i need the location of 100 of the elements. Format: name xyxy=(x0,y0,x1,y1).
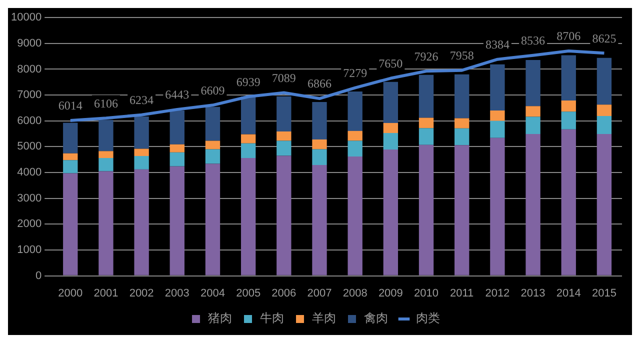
data-label: 6014 xyxy=(58,98,82,113)
bar xyxy=(561,100,576,112)
x-tick-label: 2004 xyxy=(200,287,225,300)
bar xyxy=(561,129,576,276)
bar xyxy=(98,120,114,152)
bar xyxy=(526,134,540,276)
bar xyxy=(454,145,470,276)
x-tick-label: 2006 xyxy=(272,287,296,300)
data-label: 6234 xyxy=(130,92,154,107)
bar xyxy=(240,134,256,144)
bar xyxy=(98,158,114,172)
y-tick-label: 1000 xyxy=(17,244,42,256)
y-tick-label: 3000 xyxy=(17,192,42,204)
bar xyxy=(490,120,505,138)
y-tick-label: 4000 xyxy=(17,166,42,179)
y-tick-label: 6000 xyxy=(17,114,42,127)
data-label: 6939 xyxy=(236,74,260,89)
bar xyxy=(276,140,292,156)
data-label: 7279 xyxy=(343,66,368,80)
bar xyxy=(63,160,78,174)
y-tick-label: 10000 xyxy=(10,12,42,24)
x-tick-label: 2007 xyxy=(307,287,332,300)
bar xyxy=(170,144,184,152)
bar xyxy=(98,171,114,276)
x-tick-label: 2012 xyxy=(485,287,510,300)
bar xyxy=(134,116,149,149)
x-tick-label: 2005 xyxy=(236,287,261,300)
x-tick-label: 2009 xyxy=(378,287,403,300)
y-tick-label: 9000 xyxy=(17,37,42,50)
legend-label: 猪肉 xyxy=(208,311,232,326)
data-label: 6866 xyxy=(308,76,332,91)
bar xyxy=(418,118,434,128)
bar xyxy=(134,148,149,156)
bar xyxy=(240,158,256,276)
data-label: 7958 xyxy=(450,48,474,62)
bar xyxy=(170,110,184,144)
x-tick-label: 2010 xyxy=(414,287,439,300)
data-label: 8384 xyxy=(485,37,510,52)
x-tick-label: 2013 xyxy=(520,287,546,300)
bar xyxy=(134,156,149,170)
bar xyxy=(240,96,256,134)
x-tick-label: 2002 xyxy=(129,287,154,300)
bar xyxy=(276,156,292,276)
bar xyxy=(454,118,470,128)
bar xyxy=(312,165,327,276)
bar xyxy=(205,140,220,150)
bar xyxy=(348,140,362,157)
data-label: 6106 xyxy=(94,96,118,110)
bar xyxy=(170,152,184,166)
bar xyxy=(526,60,540,106)
legend-label: 牛肉 xyxy=(260,311,284,326)
bar xyxy=(490,138,505,276)
bar xyxy=(312,139,327,150)
bar xyxy=(312,149,327,166)
y-tick-label: 7000 xyxy=(17,89,42,102)
y-tick-label: 5000 xyxy=(17,140,42,153)
bar xyxy=(454,128,470,146)
y-tick-label: 0 xyxy=(35,270,42,282)
data-label: 7089 xyxy=(272,70,296,85)
bar xyxy=(490,64,505,111)
bar xyxy=(454,74,470,118)
data-label: 7926 xyxy=(414,49,438,64)
bar xyxy=(205,149,220,164)
bar xyxy=(383,133,398,150)
bar xyxy=(418,144,434,276)
bar xyxy=(240,143,256,158)
x-tick-label: 2001 xyxy=(94,287,118,300)
data-label: 7650 xyxy=(378,56,403,70)
bar xyxy=(383,122,398,134)
x-tick-label: 2015 xyxy=(592,287,616,300)
x-tick-label: 2011 xyxy=(450,287,474,300)
bar xyxy=(63,173,78,276)
bar xyxy=(596,58,612,105)
x-tick-label: 2008 xyxy=(342,287,368,300)
x-tick-label: 2014 xyxy=(556,287,581,300)
bar xyxy=(205,106,220,141)
bar xyxy=(418,128,434,145)
bar xyxy=(348,156,362,276)
bar xyxy=(526,106,540,117)
bar xyxy=(418,74,434,118)
bar xyxy=(205,164,220,276)
legend-label: 禽肉 xyxy=(364,311,388,326)
y-tick-label: 2000 xyxy=(17,218,42,230)
bar xyxy=(596,134,612,276)
data-label: 8536 xyxy=(521,34,546,48)
bar xyxy=(348,130,362,141)
bar xyxy=(276,131,292,141)
data-label: 8706 xyxy=(556,29,581,44)
bar xyxy=(490,110,505,121)
bar xyxy=(561,112,576,130)
bar xyxy=(134,169,149,276)
bar xyxy=(312,102,327,140)
data-label: 8625 xyxy=(592,31,616,46)
legend-label: 肉类 xyxy=(416,311,440,326)
bar xyxy=(596,116,612,134)
bar xyxy=(526,116,540,134)
bar xyxy=(276,96,292,132)
data-label: 6443 xyxy=(165,88,190,102)
x-tick-label: 2000 xyxy=(58,287,83,300)
bar xyxy=(383,150,398,276)
